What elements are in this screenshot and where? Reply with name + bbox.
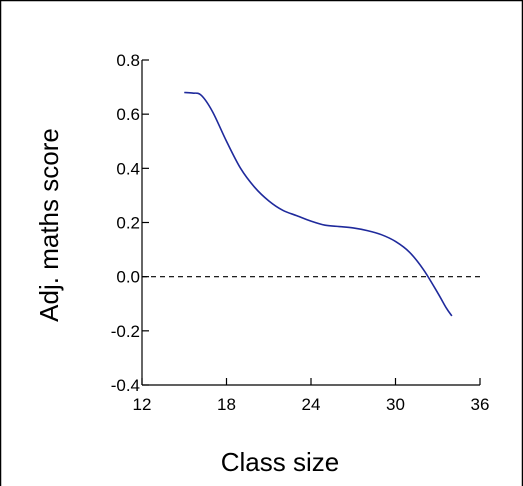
- x-tick-label: 36: [471, 395, 490, 414]
- y-tick-label: 0.2: [116, 214, 140, 233]
- series-line: [184, 91, 453, 317]
- x-tick-label: 24: [302, 395, 321, 414]
- x-tick-label: 18: [217, 395, 236, 414]
- y-axis-title: Adj. maths score: [34, 128, 64, 322]
- y-tick-label: 0.6: [116, 105, 140, 124]
- y-tick-label: 0.0: [116, 268, 140, 287]
- x-tick-label: 30: [386, 395, 405, 414]
- y-tick-label: -0.4: [111, 376, 140, 395]
- x-axis-title: Class size: [221, 447, 339, 477]
- x-tick-label: 12: [133, 395, 152, 414]
- y-tick-label: -0.2: [111, 322, 140, 341]
- plot-area: 0.8 0.6 0.4 0.2 0.0 -0.2 -0.412 18 24 30 36: [111, 51, 490, 414]
- y-tick-label: 0.8: [116, 51, 140, 70]
- y-tick-label: 0.4: [116, 159, 140, 178]
